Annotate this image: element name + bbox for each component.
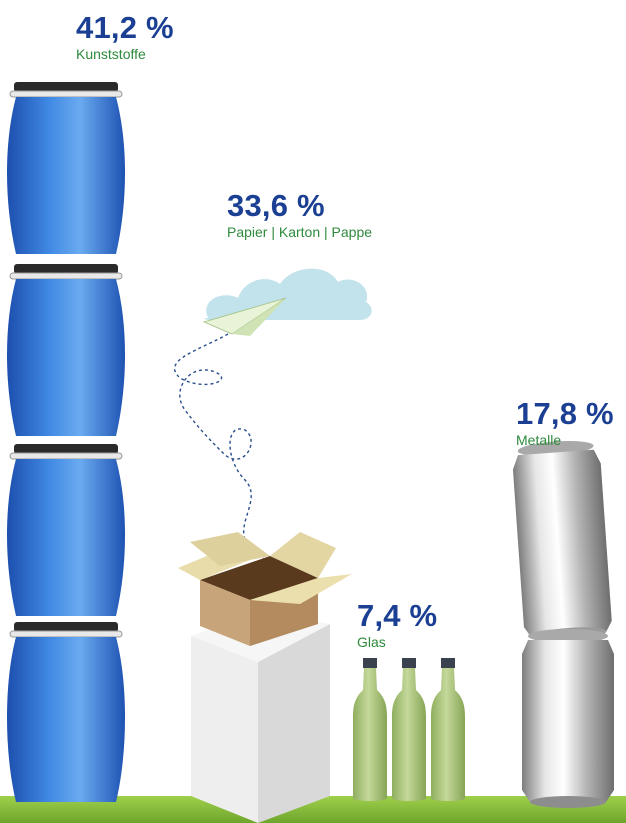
pedestal	[191, 612, 330, 823]
glass-bottles	[352, 658, 466, 801]
cardboard-box-icon	[178, 532, 352, 646]
barrel-icon	[7, 82, 125, 254]
barrel-icon	[7, 444, 125, 616]
barrel-icon	[7, 622, 125, 802]
glass-bottle-icon	[352, 658, 388, 801]
metal-can-icon	[522, 629, 614, 808]
glass-bottle-icon	[391, 658, 427, 801]
category-papier: Papier | Karton | Pappe	[227, 224, 373, 240]
value-metalle: 17,8 %	[516, 396, 614, 431]
category-glas: Glas	[357, 634, 386, 650]
paper-plane-icon	[202, 297, 287, 336]
flight-path-line	[173, 333, 291, 576]
category-kunststoffe: Kunststoffe	[76, 46, 146, 62]
category-metalle: Metalle	[516, 432, 562, 448]
barrel-icon	[7, 264, 125, 436]
label-metalle: 17,8 % Metalle	[516, 398, 614, 447]
label-glas: 7,4 % Glas	[357, 600, 437, 649]
value-kunststoffe: 41,2 %	[76, 10, 174, 45]
value-papier: 33,6 %	[227, 188, 325, 223]
cloud-icon	[204, 268, 372, 320]
glass-bottle-icon	[430, 658, 466, 801]
barrel-stack	[7, 82, 125, 802]
label-papier: 33,6 % Papier | Karton | Pappe	[227, 190, 372, 239]
label-kunststoffe: 41,2 % Kunststoffe	[76, 12, 174, 61]
value-glas: 7,4 %	[357, 598, 438, 633]
metal-can-icon	[512, 440, 612, 641]
metal-cans	[512, 440, 614, 808]
